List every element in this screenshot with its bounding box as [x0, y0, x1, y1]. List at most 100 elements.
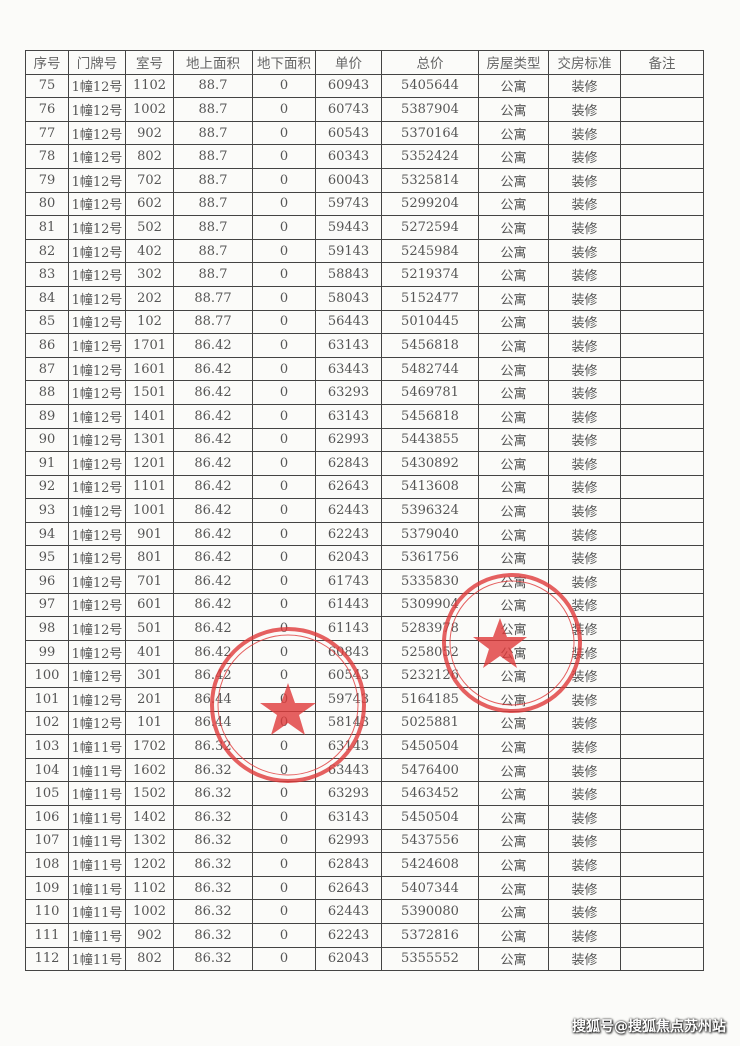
table-cell: [620, 191, 704, 217]
table-cell: 100: [25, 663, 69, 689]
table-cell: 公寓: [478, 309, 549, 335]
table-cell: [620, 946, 704, 972]
table-cell: 88.77: [173, 309, 253, 335]
table-cell: [620, 356, 704, 382]
table-cell: [620, 781, 704, 806]
table-cell: 装修: [548, 592, 621, 618]
table-cell: 88.7: [173, 215, 253, 240]
table-cell: 86.44: [173, 710, 253, 736]
table-cell: 88.7: [173, 238, 253, 264]
table-cell: 5152477: [381, 285, 479, 311]
table-cell: 105: [25, 781, 69, 806]
table-cell: 86.32: [173, 828, 253, 854]
table-cell: 86.32: [173, 875, 253, 901]
price-list-table: 序号 门牌号 室号 地上面积 地下面积 单价 总价 房屋类型 交房标准 备注 75 1幢12号 110…: [25, 50, 704, 972]
table-cell: 1幢11号: [68, 781, 126, 806]
table-cell: 0: [252, 498, 316, 523]
table-cell: 91: [25, 451, 69, 476]
table-cell: 1701: [125, 333, 174, 358]
table-cell: 5463452: [381, 781, 479, 806]
table-cell: 5355552: [381, 946, 479, 972]
table-cell: 501: [125, 616, 174, 641]
table-cell: 装修: [548, 616, 621, 641]
table-cell: 103: [25, 734, 69, 759]
table-cell: 公寓: [478, 215, 549, 240]
table-cell: 104: [25, 757, 69, 783]
table-cell: 1602: [125, 757, 174, 783]
table-cell: 5405644: [381, 73, 479, 99]
table-cell: 1601: [125, 356, 174, 382]
table-cell: 装修: [548, 309, 621, 335]
table-cell: [620, 238, 704, 264]
table-cell: 85: [25, 309, 69, 335]
table-cell: 86.32: [173, 922, 253, 948]
table-cell: 装修: [548, 922, 621, 948]
table-cell: 5352424: [381, 144, 479, 169]
table-cell: 88.7: [173, 97, 253, 122]
table-cell: 1001: [125, 498, 174, 523]
table-cell: 5258052: [381, 639, 479, 665]
table-cell: 86.32: [173, 734, 253, 759]
table-cell: 111: [25, 922, 69, 948]
table-cell: 0: [252, 403, 316, 429]
table-cell: 63443: [315, 757, 382, 783]
table-cell: 5372816: [381, 922, 479, 948]
table-cell: 97: [25, 592, 69, 618]
table-cell: 602: [125, 191, 174, 217]
table-row: 100 1幢12号 301 86.42 0 60543 5232126 公寓 装修: [25, 663, 704, 689]
table-cell: 1幢11号: [68, 875, 126, 901]
table-cell: 86.42: [173, 451, 253, 476]
table-cell: 5413608: [381, 474, 479, 500]
table-cell: 87: [25, 356, 69, 382]
table-cell: 302: [125, 262, 174, 287]
table-cell: 86.42: [173, 521, 253, 547]
table-cell: [620, 403, 704, 429]
table-row: 89 1幢12号 1401 86.42 0 63143 5456818 公寓 装修: [25, 403, 704, 429]
table-row: 88 1幢12号 1501 86.42 0 63293 5469781 公寓 装修: [25, 380, 704, 405]
table-row: 93 1幢12号 1001 86.42 0 62443 5396324 公寓 装修: [25, 498, 704, 523]
table-cell: 86.32: [173, 852, 253, 877]
table-cell: 1002: [125, 899, 174, 924]
table-cell: 装修: [548, 757, 621, 783]
table-cell: 装修: [548, 805, 621, 830]
table-cell: 装修: [548, 569, 621, 594]
table-cell: 0: [252, 757, 316, 783]
column-header: 房屋类型: [478, 50, 549, 75]
table-cell: 201: [125, 687, 174, 712]
table-cell: 装修: [548, 427, 621, 453]
table-cell: 63143: [315, 805, 382, 830]
column-header: 地下面积: [252, 50, 316, 75]
table-row: 87 1幢12号 1601 86.42 0 63443 5482744 公寓 装修: [25, 356, 704, 382]
table-cell: 5443855: [381, 427, 479, 453]
table-cell: 1幢11号: [68, 757, 126, 783]
table-cell: 5010445: [381, 309, 479, 335]
table-cell: 0: [252, 451, 316, 476]
table-cell: 装修: [548, 687, 621, 712]
table-cell: [620, 687, 704, 712]
table-cell: 装修: [548, 828, 621, 854]
table-cell: 96: [25, 569, 69, 594]
table-cell: 1幢11号: [68, 734, 126, 759]
table-cell: 5424608: [381, 852, 479, 877]
table-cell: 62843: [315, 852, 382, 877]
table-cell: 81: [25, 215, 69, 240]
table-cell: 1402: [125, 805, 174, 830]
table-cell: 102: [25, 710, 69, 736]
table-cell: 0: [252, 144, 316, 169]
table-cell: 62043: [315, 946, 382, 972]
table-cell: 63143: [315, 333, 382, 358]
table-cell: 1幢12号: [68, 380, 126, 405]
table-cell: 1幢12号: [68, 663, 126, 689]
table-cell: 5437556: [381, 828, 479, 854]
table-cell: 0: [252, 946, 316, 972]
table-cell: 公寓: [478, 333, 549, 358]
table-cell: 5283978: [381, 616, 479, 641]
table-cell: 86.42: [173, 427, 253, 453]
table-cell: 109: [25, 875, 69, 901]
table-cell: 58143: [315, 710, 382, 736]
table-row: 106 1幢11号 1402 86.32 0 63143 5450504 公寓 装修: [25, 805, 704, 830]
table-cell: 60843: [315, 639, 382, 665]
table-cell: 公寓: [478, 403, 549, 429]
table-cell: 1401: [125, 403, 174, 429]
table-cell: 106: [25, 805, 69, 830]
